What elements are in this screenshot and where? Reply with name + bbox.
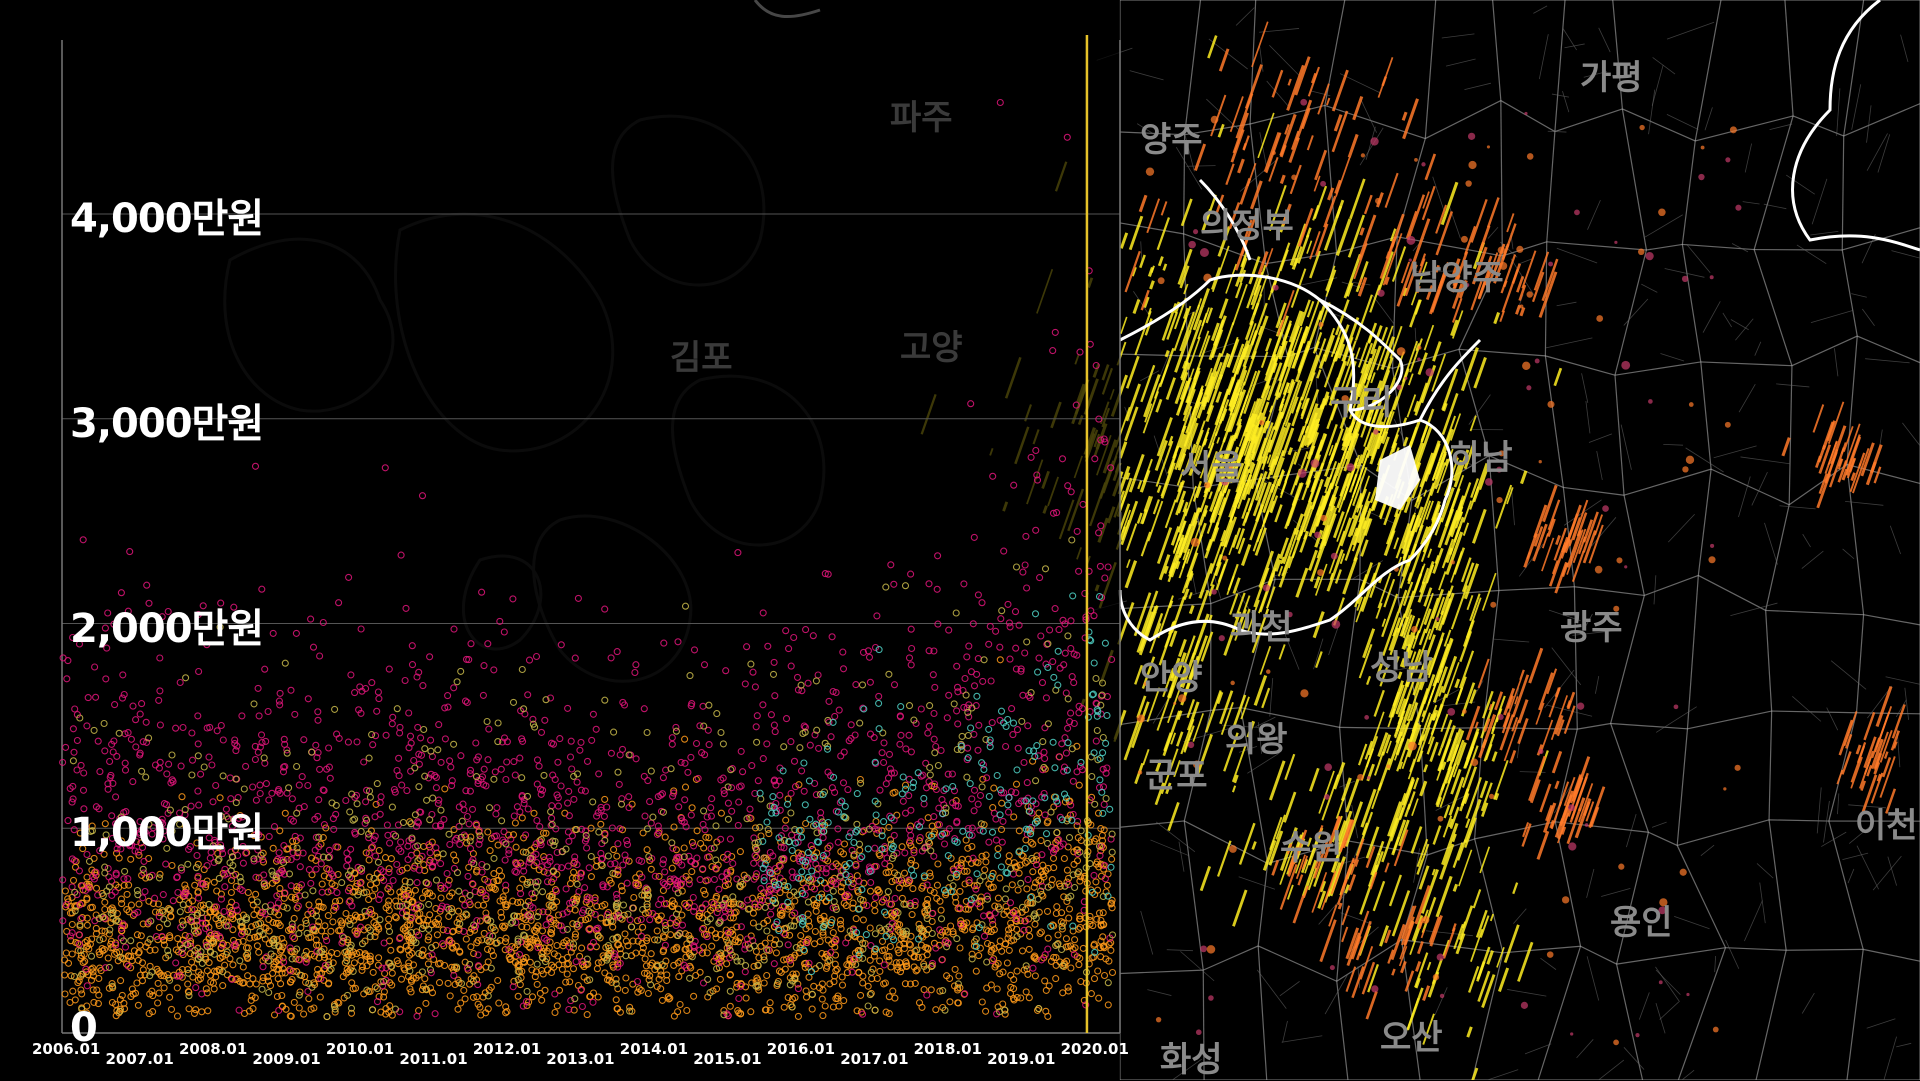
visualization-stage: 01,000만원2,000만원3,000만원4,000만원2006.012007… [0,0,1920,1080]
